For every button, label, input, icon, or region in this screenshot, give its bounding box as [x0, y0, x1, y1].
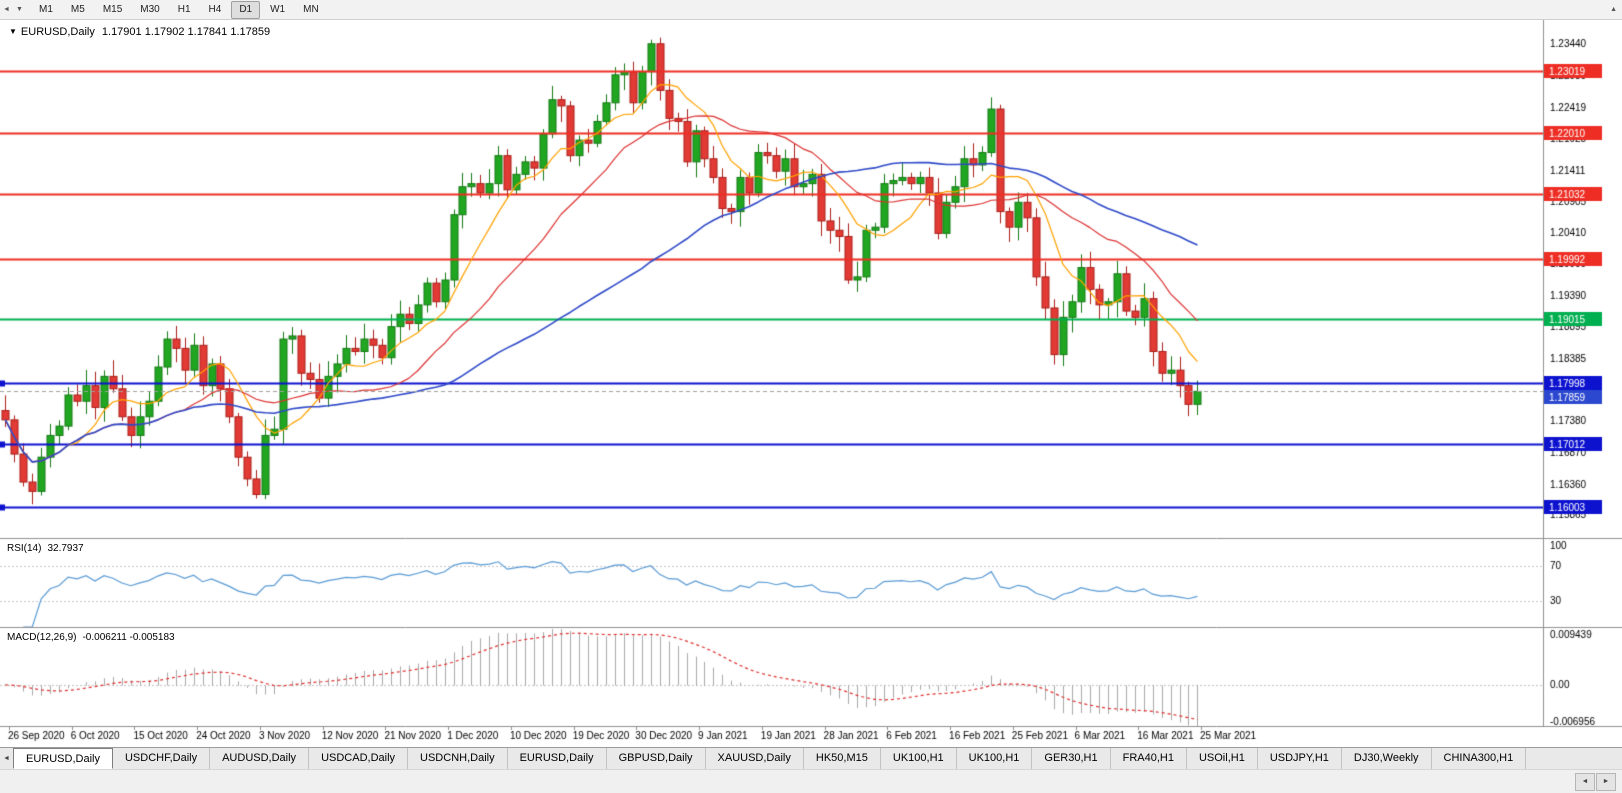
chart-tab-audusd-daily[interactable]: AUDUSD,Daily	[210, 748, 310, 769]
scroll-right-button[interactable]: ►	[1596, 773, 1616, 791]
timeframe-buttons: M1 M5 M15 M30 H1 H4 D1 W1 MN	[30, 0, 328, 19]
chart-tab-usdchf-daily[interactable]: USDCHF,Daily	[112, 748, 211, 769]
symbol-dropdown-icon[interactable]: ▼	[9, 27, 17, 36]
timeframe-button-h4[interactable]: H4	[208, 3, 222, 15]
chart-tab-uk100-h1[interactable]: UK100,H1	[880, 748, 957, 769]
chart-ohlc-values: 1.17901 1.17902 1.17841 1.17859	[101, 26, 271, 38]
macd-indicator-label: MACD(12,26,9) -0.006211 -0.005183	[7, 632, 175, 643]
chart-tab-ger30-h1[interactable]: GER30,H1	[1032, 748, 1111, 769]
chart-tab-usdcad-daily[interactable]: USDCAD,Daily	[309, 748, 409, 769]
chart-window: ▼ EURUSD,Daily 1.17901 1.17902 1.17841 1.1…	[0, 20, 1622, 747]
scroll-up-icon[interactable]: ▲	[1610, 6, 1617, 13]
chart-tab-fra40-h1[interactable]: FRA40,H1	[1110, 748, 1187, 769]
chart-tab-usoil-h1[interactable]: USOil,H1	[1186, 748, 1258, 769]
timeframe-button-mn[interactable]: MN	[303, 3, 319, 15]
bottom-scroll-strip: ◄ ►	[0, 769, 1622, 793]
chart-tab-gbpusd-daily[interactable]: GBPUSD,Daily	[606, 748, 706, 769]
chart-tab-uk100-h1[interactable]: UK100,H1	[956, 748, 1033, 769]
rsi-value: 32.7937	[47, 543, 84, 554]
macd-name: MACD(12,26,9)	[7, 632, 77, 643]
chart-tab-usdcnh-daily[interactable]: USDCNH,Daily	[408, 748, 508, 769]
chart-tab-dj30-weekly[interactable]: DJ30,Weekly	[1341, 748, 1432, 769]
rsi-name: RSI(14)	[7, 543, 42, 554]
chart-tab-eurusd-daily[interactable]: EURUSD,Daily	[507, 748, 607, 769]
toolbar-handle-icon[interactable]: ◄	[3, 6, 10, 13]
macd-values: -0.006211 -0.005183	[82, 632, 175, 643]
timeframe-button-d1[interactable]: D1	[231, 0, 261, 19]
scroll-left-button[interactable]: ◄	[1575, 773, 1595, 791]
chart-title: ▼ EURUSD,Daily 1.17901 1.17902 1.17841 1.1…	[9, 26, 270, 38]
timeframe-button-m15[interactable]: M15	[102, 3, 123, 15]
timeframe-button-h1[interactable]: H1	[177, 3, 191, 15]
timeframe-button-m5[interactable]: M5	[70, 3, 85, 15]
chart-tab-eurusd-daily[interactable]: EURUSD,Daily	[13, 748, 113, 769]
chart-tab-usdjpy-h1[interactable]: USDJPY,H1	[1257, 748, 1342, 769]
chart-tabs: EURUSD,Daily USDCHF,Daily AUDUSD,Daily USDC…	[13, 748, 1527, 769]
chart-tab-hk50-m15[interactable]: HK50,M15	[803, 748, 881, 769]
timeframe-button-m1[interactable]: M1	[39, 3, 53, 15]
chart-tab-bar: ◄ EURUSD,Daily USDCHF,Daily AUDUSD,Daily US…	[0, 747, 1622, 769]
chart-symbol-label: EURUSD,Daily	[20, 26, 95, 38]
rsi-indicator-label: RSI(14) 32.7937	[7, 543, 84, 554]
chart-tab-china300-h1[interactable]: CHINA300,H1	[1431, 748, 1527, 769]
chart-tab-xauusd-daily[interactable]: XAUUSD,Daily	[705, 748, 804, 769]
timeframe-toolbar: ◄ ▼ M1 M5 M15 M30 H1 H4 D1 W1 MN ▲	[0, 0, 1622, 20]
price-chart-canvas[interactable]	[0, 20, 1622, 747]
timeframe-button-m30[interactable]: M30	[140, 3, 160, 15]
chevron-down-icon[interactable]: ▼	[16, 6, 23, 13]
timeframe-button-w1[interactable]: W1	[270, 3, 286, 15]
tab-scroll-left-icon[interactable]: ◄	[3, 755, 10, 762]
